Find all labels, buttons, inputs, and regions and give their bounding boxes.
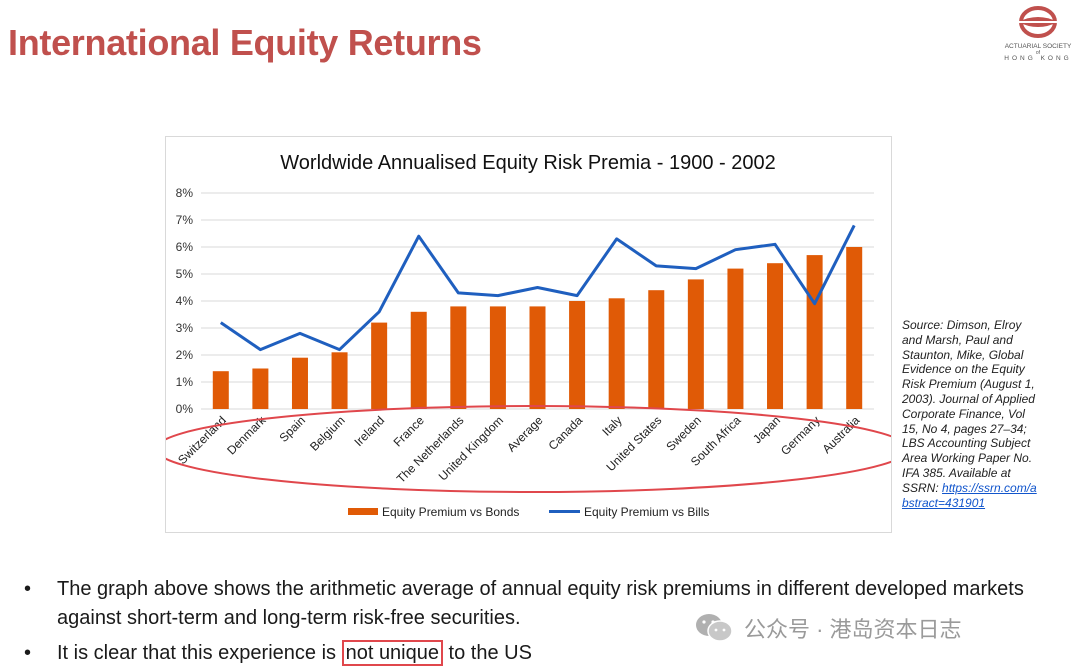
y-tick-label: 7% (176, 213, 194, 227)
not-unique-highlight: not unique (341, 640, 443, 666)
x-tick-label: Spain (276, 413, 308, 445)
x-tick-label: France (391, 413, 428, 450)
x-tick-label: Australia (819, 413, 862, 456)
logo-text-top: ACTUARIAL SOCIETY (1004, 43, 1072, 50)
x-tick-label: Average (504, 413, 546, 455)
bullet-1: • The graph above shows the arithmetic a… (24, 575, 1054, 635)
ssrn-link[interactable]: https://ssrn.com/abstract=431901 (902, 480, 1037, 510)
y-tick-label: 1% (176, 375, 194, 389)
watermark-text: 公众号 · 港岛资本日志 (744, 617, 962, 642)
source-text: Source: Dimson, Elroy and Marsh, Paul an… (902, 318, 1035, 495)
bullet-2: • It is clear that this experience is no… (24, 640, 532, 666)
logo-text-bottom: HONG KONG (1004, 55, 1072, 62)
x-tick-label: Canada (546, 413, 586, 453)
y-tick-label: 6% (176, 240, 194, 254)
chart-area: Worldwide Annualised Equity Risk Premia … (165, 136, 892, 533)
bullet-2-text: It is clear that this experience is (57, 642, 342, 664)
bullet-2-text-end: to the US (443, 642, 532, 664)
bar-south-africa (727, 268, 744, 409)
chart-title: Worldwide Annualised Equity Risk Premia … (280, 152, 775, 174)
bar-switzerland (212, 371, 229, 409)
bar-germany (806, 255, 823, 409)
bullet-1-text: The graph above shows the arithmetic ave… (57, 578, 1024, 629)
bar-canada (569, 301, 586, 409)
bar-united-kingdom (489, 306, 506, 409)
y-tick-label: 0% (176, 402, 194, 416)
y-tick-label: 3% (176, 321, 194, 335)
bar-spain (291, 357, 308, 409)
legend-label-bonds: Equity Premium vs Bonds (382, 505, 519, 519)
bar-australia (846, 247, 863, 409)
bar-japan (767, 263, 784, 409)
chart-legend: Equity Premium vs Bonds Equity Premium v… (348, 505, 709, 519)
x-tick-label: Ireland (351, 413, 387, 449)
bar-united-states (648, 290, 665, 409)
bar-italy (608, 298, 625, 409)
x-tick-label: Belgium (307, 413, 348, 454)
wechat-icon (696, 614, 733, 642)
legend-label-bills: Equity Premium vs Bills (584, 505, 709, 519)
bar-france (410, 311, 427, 409)
y-tick-label: 5% (176, 267, 194, 281)
x-tick-label: Italy (599, 413, 624, 438)
x-tick-label: Switzerland (175, 413, 229, 467)
bar-denmark (252, 368, 269, 409)
x-tick-label: Japan (750, 413, 783, 446)
y-tick-label: 8% (176, 186, 194, 200)
watermark: 公众号 · 港岛资本日志 (694, 608, 962, 648)
bar-belgium (331, 352, 348, 409)
bar-the-netherlands (450, 306, 467, 409)
x-labels-highlight-ellipse (166, 405, 891, 493)
y-tick-label: 4% (176, 294, 194, 308)
y-tick-label: 2% (176, 348, 194, 362)
bar-average (529, 306, 546, 409)
actuarial-society-logo (1018, 6, 1058, 38)
bar-sweden (687, 279, 704, 409)
source-note: Source: Dimson, Elroy and Marsh, Paul an… (902, 318, 1042, 510)
bar-ireland (371, 322, 388, 409)
page-title: International Equity Returns (8, 22, 482, 63)
legend-swatch-bonds (348, 508, 378, 515)
equity-risk-premia-chart: Worldwide Annualised Equity Risk Premia … (166, 152, 891, 519)
logo-text-of: of (1035, 50, 1041, 56)
